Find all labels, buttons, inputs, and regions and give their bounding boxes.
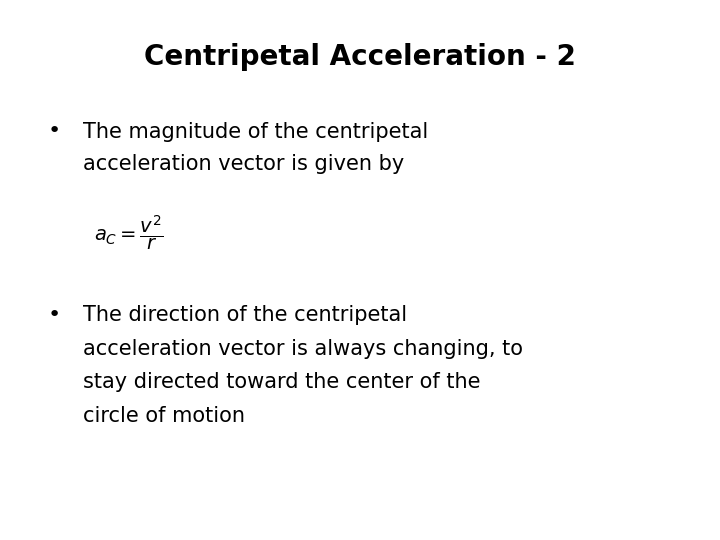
Text: •: • [48,122,60,141]
Text: circle of motion: circle of motion [83,406,245,426]
Text: The magnitude of the centripetal: The magnitude of the centripetal [83,122,428,141]
Text: acceleration vector is given by: acceleration vector is given by [83,154,404,174]
Text: acceleration vector is always changing, to: acceleration vector is always changing, … [83,339,523,359]
Text: stay directed toward the center of the: stay directed toward the center of the [83,372,480,392]
Text: The direction of the centripetal: The direction of the centripetal [83,305,407,325]
Text: $a_C = \dfrac{v^2}{r}$: $a_C = \dfrac{v^2}{r}$ [94,213,163,252]
Text: Centripetal Acceleration - 2: Centripetal Acceleration - 2 [144,43,576,71]
Text: •: • [48,305,60,325]
